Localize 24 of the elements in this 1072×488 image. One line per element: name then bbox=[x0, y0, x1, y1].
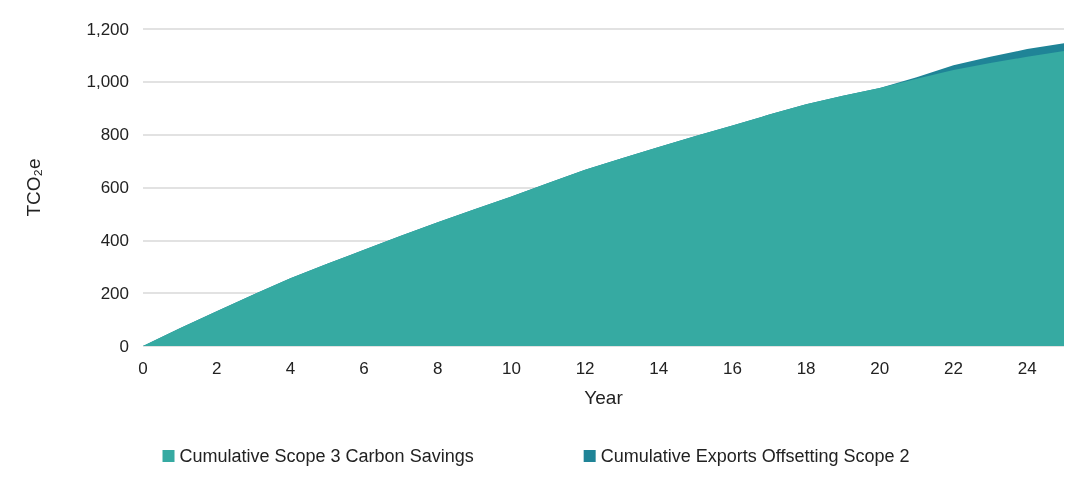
x-tick-label: 14 bbox=[649, 359, 669, 378]
y-tick-label: 1,000 bbox=[86, 72, 129, 92]
x-tick-label: 4 bbox=[285, 359, 296, 378]
y-axis-title: TCO₂e bbox=[23, 158, 44, 217]
x-tick-label: 24 bbox=[1017, 359, 1037, 378]
x-tick-label: 2 bbox=[211, 359, 222, 378]
y-tick-label: 800 bbox=[100, 125, 129, 145]
x-tick-label: 12 bbox=[575, 359, 595, 378]
y-tick-label: 1,200 bbox=[86, 19, 129, 39]
x-tick-label: 16 bbox=[722, 359, 742, 378]
x-tick-label: 6 bbox=[359, 359, 369, 378]
x-tick-label: 20 bbox=[870, 359, 890, 378]
legend-label: Cumulative Scope 3 Carbon Savings bbox=[179, 446, 474, 466]
y-tick-label: 600 bbox=[100, 178, 129, 197]
x-tick-label: 18 bbox=[796, 359, 816, 378]
x-tick-label: 8 bbox=[432, 359, 443, 378]
y-tick-label: 200 bbox=[100, 283, 129, 303]
y-tick-label: 0 bbox=[119, 336, 129, 356]
x-tick-label: 22 bbox=[944, 359, 963, 378]
legend-label: Cumulative Exports Offsetting Scope 2 bbox=[600, 446, 910, 466]
x-axis-title: Year bbox=[584, 387, 624, 408]
y-tick-label: 400 bbox=[100, 230, 129, 250]
x-tick-label: 0 bbox=[138, 359, 148, 378]
x-tick-label: 10 bbox=[501, 359, 521, 378]
